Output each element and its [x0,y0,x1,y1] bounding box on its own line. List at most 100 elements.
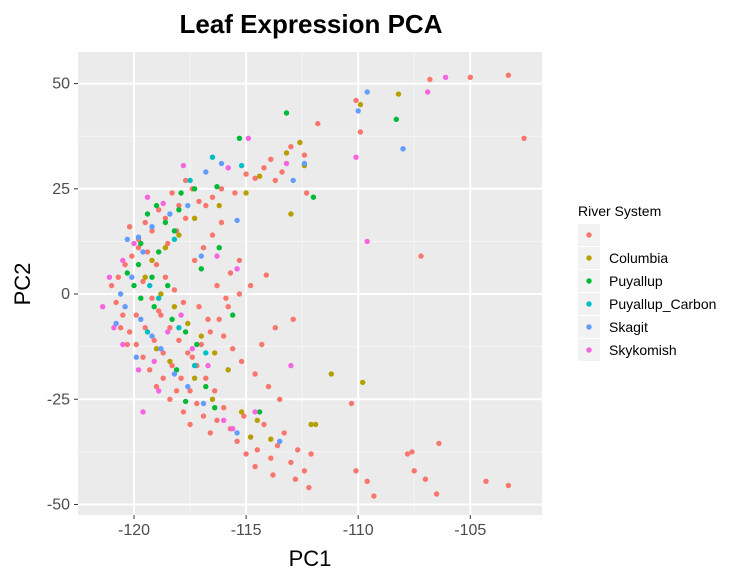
data-point-series-4 [234,217,240,224]
data-point-series-2 [138,295,144,301]
data-point-series-0 [149,228,155,234]
data-point-series-0 [409,449,415,455]
data-point-series-3 [176,325,182,331]
y-tick-label: 25 [52,181,70,198]
x-tick-label: -120 [118,522,150,539]
data-point-series-2 [283,110,290,116]
data-point-series-1 [142,274,148,280]
y-tick-label: 0 [61,286,70,303]
data-point-series-0 [243,171,249,177]
data-point-series-4 [133,354,139,360]
data-point-series-0 [212,388,218,394]
data-point-series-0 [182,215,189,221]
legend-key-dot [586,324,592,330]
data-point-series-0 [252,463,258,470]
data-point-series-0 [135,245,142,251]
data-point-series-0 [505,482,512,489]
data-point-series-0 [422,476,429,482]
x-tick-label: -115 [231,522,262,539]
data-point-series-0 [180,409,187,415]
data-point-series-2 [256,409,263,415]
data-point-series-2 [135,261,142,268]
data-point-series-0 [223,295,229,301]
data-point-series-0 [151,337,157,343]
data-point-series-1 [238,409,245,415]
data-point-series-4 [149,333,155,339]
data-point-series-0 [505,72,512,78]
data-point-series-4 [167,211,173,217]
data-point-series-0 [124,341,130,348]
data-point-series-0 [348,400,355,407]
data-point-series-0 [221,405,227,411]
data-point-series-5 [120,257,126,264]
data-point-series-2 [182,329,189,335]
data-point-series-0 [169,190,175,196]
data-point-series-1 [162,245,169,251]
data-point-series-1 [158,291,164,297]
data-point-series-0 [218,219,225,226]
data-point-series-0 [209,194,216,200]
data-point-series-2 [214,184,220,190]
data-point-series-0 [483,478,489,484]
data-point-series-2 [393,116,399,123]
major-gridlines [78,52,542,515]
data-point-series-0 [232,190,238,196]
data-point-series-2 [171,228,178,234]
y-axis-title: PC2 [10,263,35,306]
data-point-series-2 [191,186,198,192]
data-point-series-2 [310,194,317,200]
data-point-series-0 [268,156,274,162]
data-point-series-0 [203,375,209,381]
data-point-series-3 [156,295,162,301]
data-point-series-2 [203,383,209,390]
data-point-series-0 [176,337,182,343]
plot-panel [78,52,542,515]
data-point-series-4 [364,89,370,95]
legend-label: Puyallup [609,273,663,289]
data-point-series-0 [171,287,178,293]
data-point-series-4 [301,160,308,167]
data-point-series-0 [357,129,364,135]
data-point-series-0 [196,198,202,205]
data-point-series-0 [209,232,216,238]
data-point-series-0 [281,430,287,436]
data-point-series-2 [236,135,243,141]
data-point-series-4 [355,108,361,114]
data-point-series-1 [360,379,366,386]
data-point-series-0 [149,295,155,301]
data-point-series-3 [191,362,198,369]
legend-label: Columbia [609,250,668,266]
data-point-series-0 [218,186,225,192]
data-point-series-0 [126,329,133,335]
data-point-series-0 [191,257,198,264]
data-point-series-0 [133,341,139,348]
data-point-series-0 [153,261,160,268]
data-point-series-4 [122,304,128,310]
data-point-series-0 [467,74,473,81]
data-point-series-5 [106,274,113,280]
data-point-series-0 [169,362,175,369]
data-point-series-0 [436,440,442,447]
data-point-series-5 [205,362,211,369]
data-point-series-5 [283,160,290,167]
data-point-series-2 [182,398,189,405]
data-point-series-1 [216,202,222,209]
data-point-series-5 [221,417,227,423]
data-point-series-0 [165,240,171,247]
data-point-series-2 [194,341,200,348]
data-point-series-4 [185,383,191,390]
data-point-series-0 [243,451,249,457]
data-point-series-2 [169,316,175,322]
data-point-series-0 [241,413,247,419]
data-point-series-5 [180,162,187,169]
data-point-series-0 [200,413,207,419]
data-point-series-1 [297,139,303,146]
data-point-series-4 [171,371,178,377]
data-point-series-0 [214,417,220,423]
data-point-series-1 [288,211,294,217]
data-point-series-1 [256,173,263,179]
data-point-series-1 [283,150,290,156]
data-point-series-0 [288,144,294,150]
data-point-series-0 [265,383,272,390]
data-point-series-4 [140,249,146,255]
